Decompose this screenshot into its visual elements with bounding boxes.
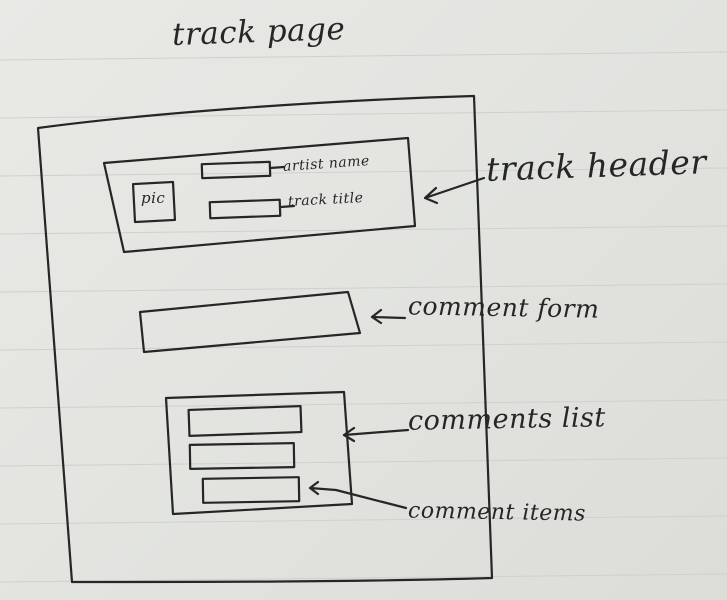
track-arrow <box>279 204 296 209</box>
comment-item-3 <box>201 476 301 504</box>
track-title-bar <box>208 198 282 220</box>
pic-box <box>131 180 177 224</box>
pic-label: pic <box>141 189 166 207</box>
track-header-box <box>102 136 417 254</box>
comment-form-box <box>138 290 362 354</box>
comments-list-box <box>164 390 354 516</box>
artist-name-bar <box>200 160 272 180</box>
track-header-label: track header <box>485 142 708 189</box>
page-frame <box>36 94 494 584</box>
comment-items-pointer <box>308 480 408 510</box>
artist-arrow <box>268 165 286 170</box>
comment-form-pointer <box>370 308 407 325</box>
comments-list-label: comments list <box>407 402 606 437</box>
page-title: track page <box>171 10 346 54</box>
comments-list-pointer <box>342 426 410 443</box>
comment-item-1 <box>187 404 303 438</box>
comment-item-2 <box>188 441 296 471</box>
comment-form-label: comment form <box>407 291 600 324</box>
comment-items-label: comment items <box>407 498 587 527</box>
track-header-pointer <box>423 176 486 205</box>
